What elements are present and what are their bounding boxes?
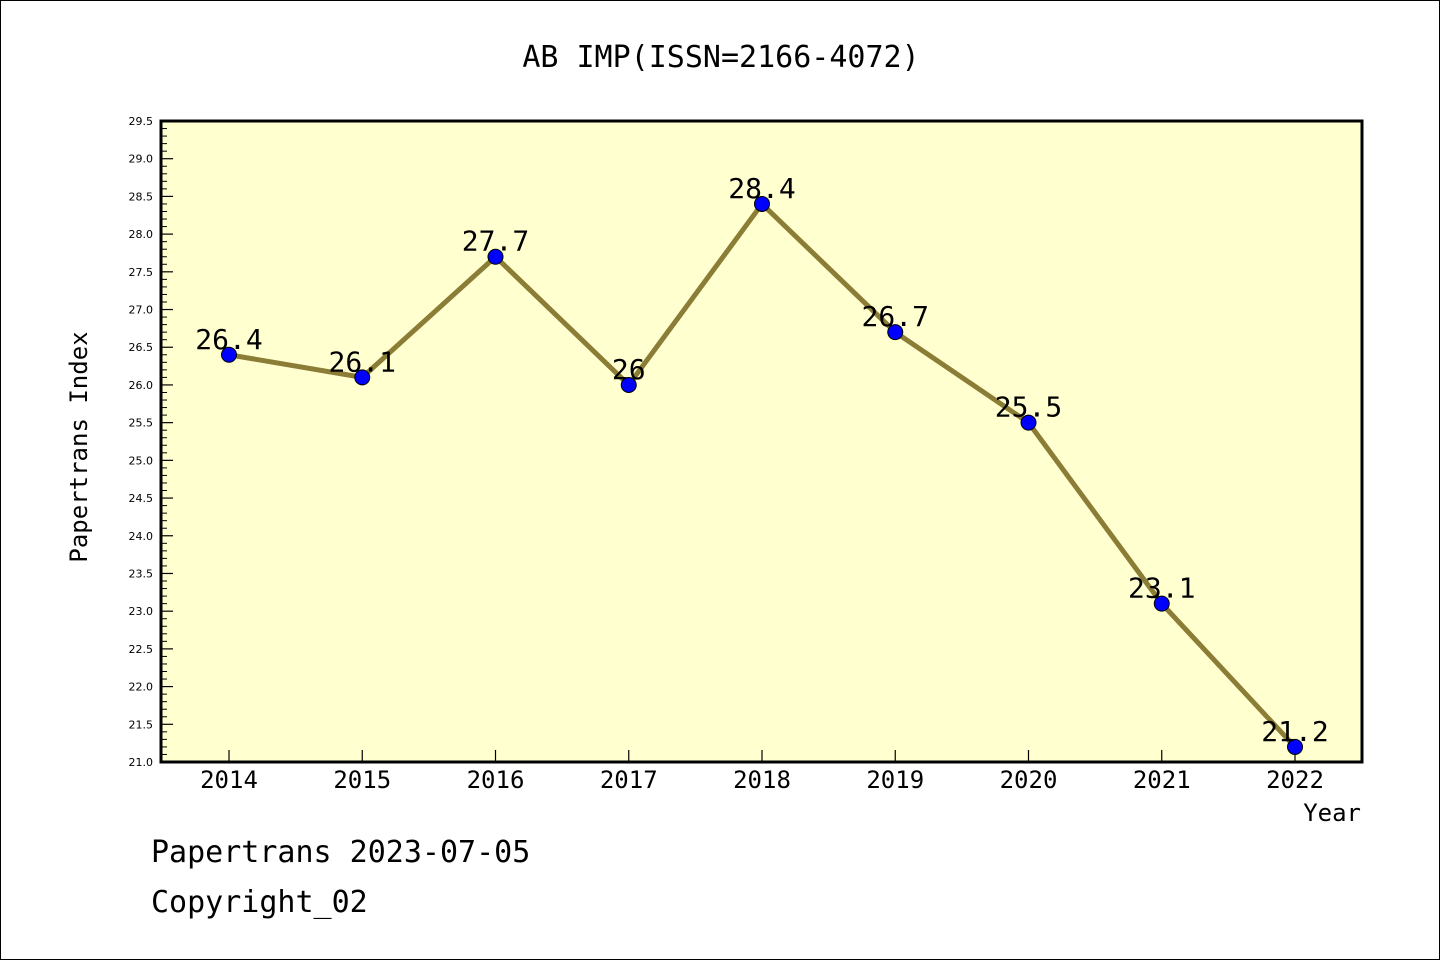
x-axis: 2014 2015 2016 2017 2018 2019 2020 2021 2022 [200, 750, 1324, 794]
data-point [1153, 595, 1170, 612]
y-tick-label: 27.5 [129, 266, 154, 279]
x-tick-label: 2018 [733, 766, 791, 794]
data-label: 26.1 [329, 345, 396, 378]
y-tick-label: 23.5 [129, 567, 154, 580]
data-label: 25.5 [995, 391, 1062, 424]
footer-copyright: Copyright_02 [151, 885, 368, 920]
x-tick-label: 2017 [600, 766, 658, 794]
data-label: 23.1 [1128, 572, 1195, 605]
x-tick-label: 2015 [333, 766, 391, 794]
series-markers [221, 195, 1303, 755]
y-tick-label: 22.5 [129, 643, 154, 656]
x-tick-label: 2022 [1266, 766, 1324, 794]
y-axis-label: Papertrans Index [65, 331, 93, 562]
x-tick-label: 2021 [1133, 766, 1191, 794]
y-tick-label: 29.5 [129, 115, 154, 128]
y-tick-label: 22.0 [129, 681, 154, 694]
data-point [1020, 414, 1037, 431]
y-axis: 21.0 21.5 22.0 22.5 23.0 23.5 24.0 24.5 25.0 25.5… [129, 115, 173, 769]
y-tick-label: 24.5 [129, 492, 154, 505]
y-tick-label: 27.0 [129, 304, 154, 317]
data-point [487, 248, 504, 265]
y-tick-label: 21.0 [129, 756, 154, 769]
data-point [754, 195, 770, 212]
data-point [887, 324, 904, 341]
y-tick-label: 21.5 [129, 718, 154, 731]
x-axis-label: Year [1303, 799, 1361, 827]
data-label: 27.7 [462, 225, 529, 258]
data-label: 21.2 [1261, 715, 1328, 748]
y-tick-label: 26.0 [129, 379, 154, 392]
y-tick-label: 29.0 [129, 153, 154, 166]
data-labels: 26.4 26.1 27.7 26 28.4 26.7 25.5 23.1 21.2 [195, 172, 1328, 748]
data-label: 28.4 [728, 172, 795, 205]
plot-area [159, 119, 1364, 764]
x-tick-label: 2020 [1000, 766, 1058, 794]
data-label: 26.7 [862, 300, 929, 333]
y-tick-label: 23.0 [129, 605, 154, 618]
x-tick-label: 2019 [866, 766, 924, 794]
x-tick-label: 2014 [200, 766, 258, 794]
y-tick-label: 28.5 [129, 190, 154, 203]
y-tick-label: 25.0 [129, 454, 154, 467]
data-point [620, 376, 637, 393]
data-point [1287, 738, 1303, 755]
y-tick-label: 26.5 [129, 341, 154, 354]
data-point [221, 346, 237, 363]
data-label: 26 [612, 353, 646, 386]
chart-title: AB IMP(ISSN=2166-4072) [522, 40, 919, 75]
footer-date: Papertrans 2023-07-05 [151, 835, 531, 870]
data-label: 26.4 [195, 323, 262, 356]
y-tick-label: 25.5 [129, 417, 154, 430]
y-tick-label: 24.0 [129, 530, 154, 543]
y-tick-label: 28.0 [129, 228, 154, 241]
data-point [354, 369, 371, 386]
x-tick-label: 2016 [467, 766, 525, 794]
